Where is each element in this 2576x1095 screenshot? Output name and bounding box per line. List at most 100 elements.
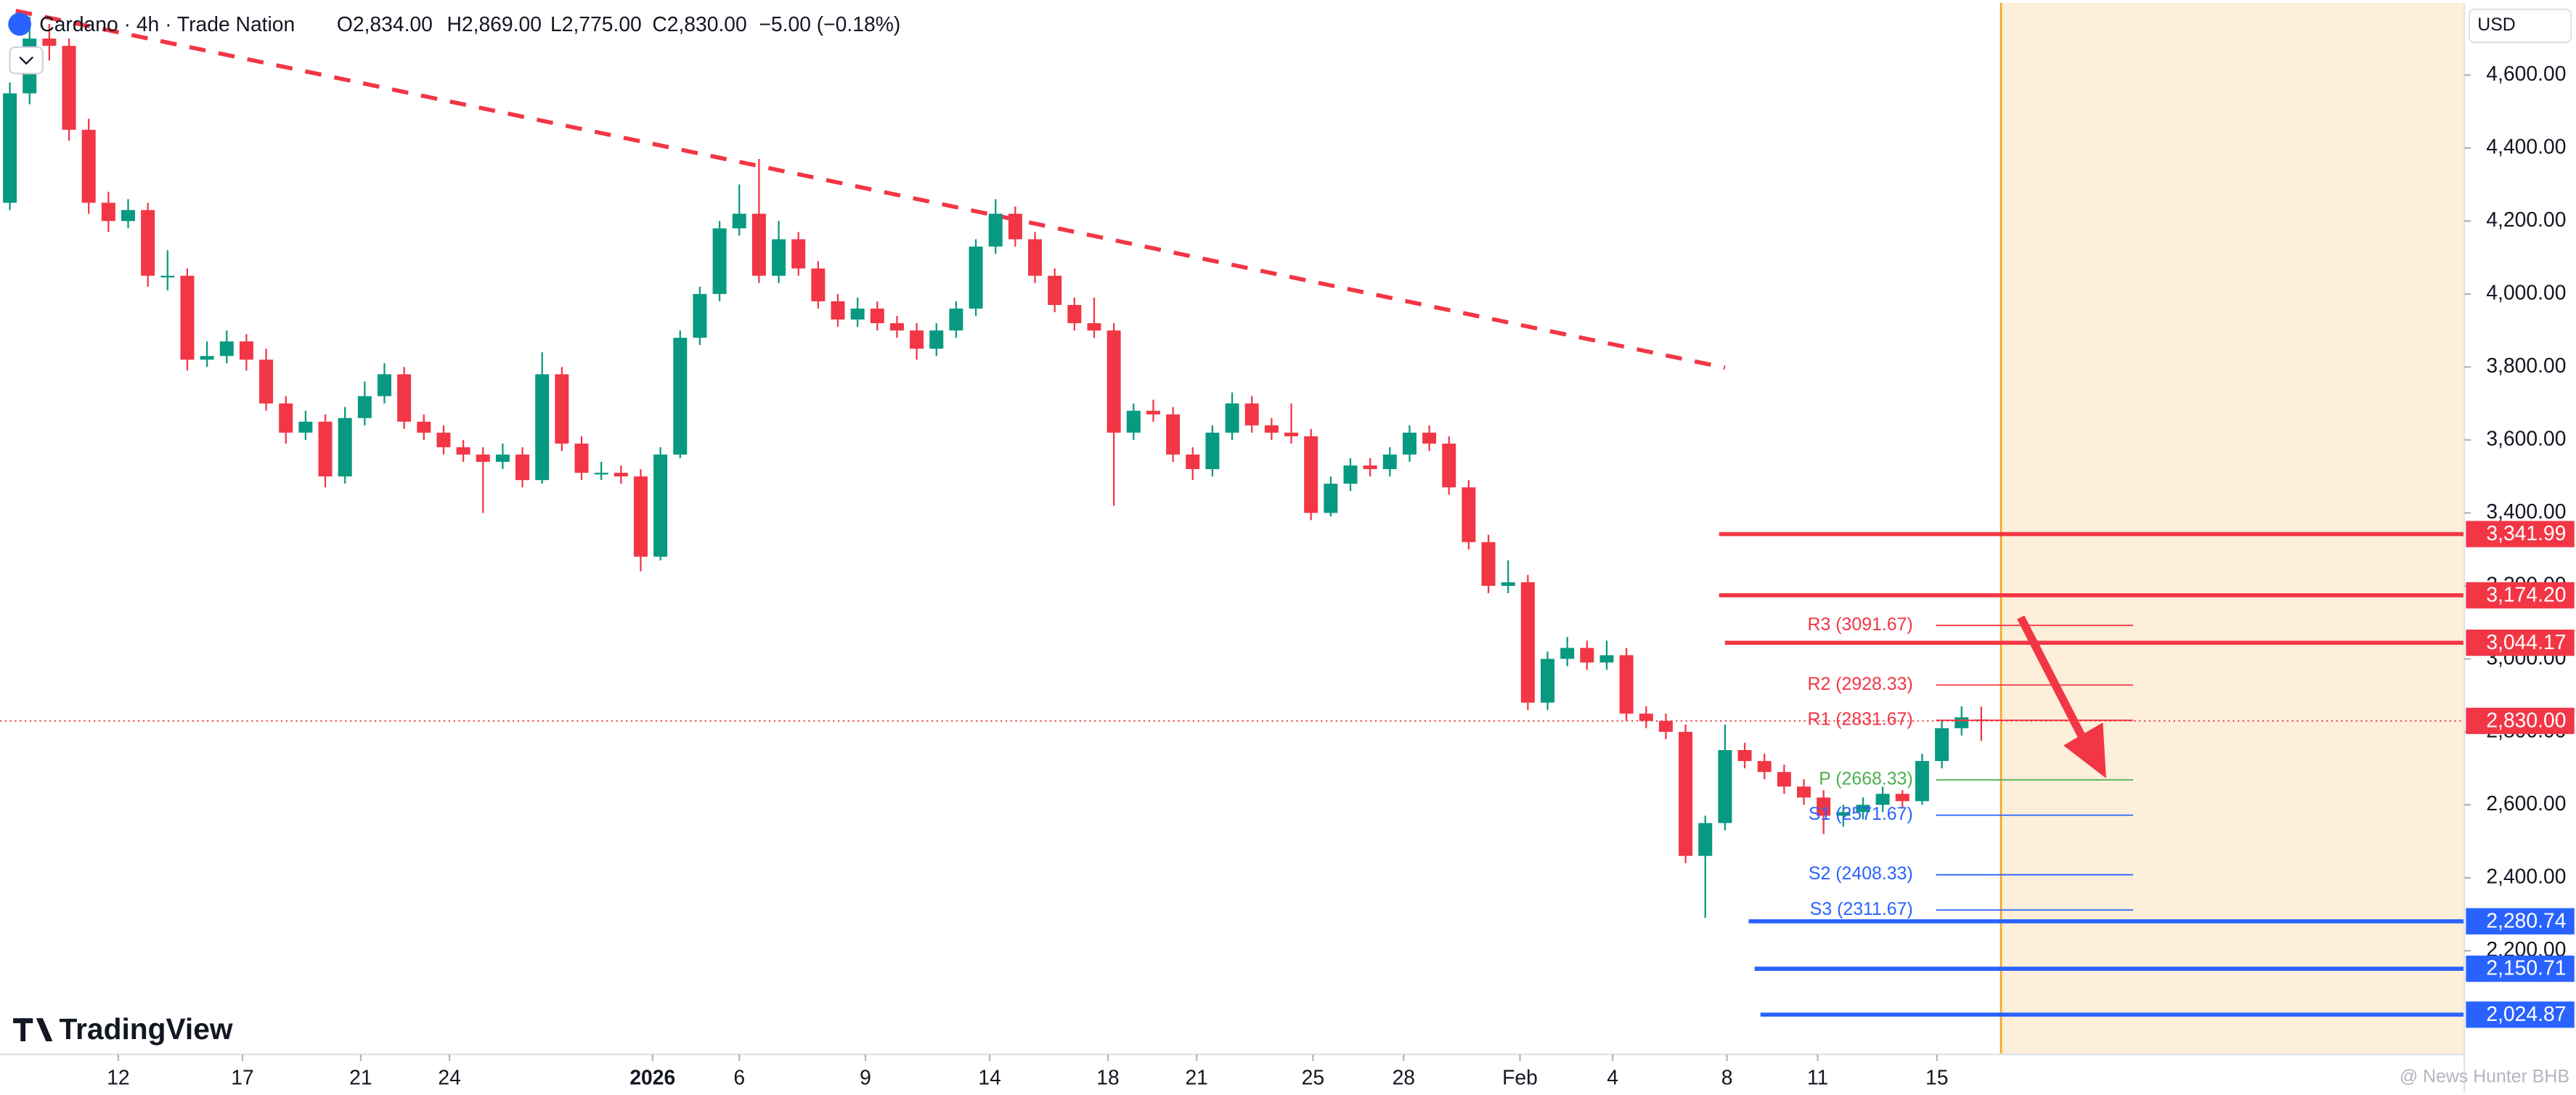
candle-body: [1244, 403, 1259, 426]
x-tick-label: 28: [1393, 1065, 1415, 1088]
candle-body: [1304, 436, 1318, 513]
x-tick-label: 6: [733, 1065, 745, 1088]
candle-body: [712, 228, 727, 294]
x-tick-label: 15: [1925, 1065, 1948, 1088]
candle-body: [121, 210, 135, 221]
collapse-button[interactable]: [9, 46, 44, 75]
currency-box[interactable]: [2468, 8, 2572, 44]
y-tick-label: 3,600.00: [2486, 426, 2566, 449]
price-tag: [2466, 707, 2575, 734]
candle-body: [732, 213, 746, 229]
y-tick-label: 4,200.00: [2486, 208, 2566, 231]
candle-body: [495, 454, 510, 463]
candle-body: [1777, 772, 1791, 787]
candle-body: [338, 418, 352, 477]
time-axis: [0, 1054, 2465, 1093]
candle-body: [1186, 454, 1200, 470]
candle-body: [456, 447, 470, 455]
ohlc-high: H2,869.00: [447, 12, 541, 36]
price-tag-label: 2,150.71: [2486, 956, 2566, 980]
x-tick-label: 25: [1302, 1065, 1324, 1088]
candle-body: [535, 374, 550, 481]
ohlc-open: O2,834.00: [337, 12, 433, 36]
pivot-label: S3 (2311.67): [1810, 899, 1913, 919]
candle-body: [594, 473, 608, 475]
x-tick-label: 17: [231, 1065, 253, 1088]
arrow-head: [2063, 722, 2106, 778]
candle-body: [279, 403, 293, 433]
x-tick-label: 11: [1807, 1065, 1828, 1088]
candle-body: [298, 421, 313, 433]
candle-body: [1008, 213, 1022, 240]
candle-body: [910, 330, 924, 349]
axes: 4,600.00 4,400.00 4,200.00 4,000.00 3,800.00…: [107, 62, 2575, 1088]
symbol: Cardano · 4h · Trade Nation: [39, 12, 295, 36]
currency: USD: [2477, 15, 2516, 35]
candle-body: [1146, 410, 1160, 415]
candle-body: [81, 129, 96, 203]
x-tick-label: 14: [978, 1065, 1000, 1088]
candle-body: [988, 213, 1003, 247]
candle-body: [1402, 432, 1417, 455]
candle-body: [929, 330, 944, 349]
price-tag-label: 3,174.20: [2486, 582, 2566, 606]
y-tick-label: 4,400.00: [2486, 134, 2566, 158]
candle-body: [1481, 542, 1496, 586]
candle-body: [811, 268, 826, 301]
candle-body: [1836, 812, 1851, 816]
candle-body: [574, 443, 589, 473]
pivot-label: R2 (2928.33): [1808, 674, 1913, 694]
candle-body: [1915, 761, 1929, 802]
candle-body: [1067, 304, 1082, 324]
candle-body: [1560, 648, 1575, 659]
candle-body: [1580, 648, 1594, 663]
arrow-shaft: [2017, 615, 2087, 741]
candle-body: [1698, 823, 1713, 856]
candle-body: [180, 275, 195, 360]
candle-body: [318, 421, 333, 477]
candle-body: [1264, 425, 1279, 433]
x-tick-label: Feb: [1502, 1065, 1538, 1088]
candle-body: [1343, 465, 1358, 484]
candle-body: [42, 38, 57, 46]
candle-body: [1679, 731, 1693, 856]
candle-body: [1048, 275, 1062, 305]
pivot-label: S2 (2408.33): [1809, 863, 1913, 884]
candle-body: [969, 246, 983, 309]
candle-body: [1619, 655, 1634, 714]
trendline: [15, 9, 1726, 370]
candle-body: [357, 396, 372, 418]
price-tag-label: 3,341.99: [2486, 521, 2566, 545]
candle-body: [1935, 728, 1949, 762]
ohlc-close: C2,830.00: [652, 12, 746, 36]
candle-body: [1166, 414, 1181, 455]
candle-body: [1875, 794, 1890, 805]
price-tag-label: 2,024.87: [2486, 1002, 2566, 1025]
pivot-label: R1 (2831.67): [1808, 709, 1913, 730]
candle-body: [693, 293, 707, 338]
candle-body: [377, 374, 391, 396]
y-tick-label: 2,600.00: [2486, 791, 2566, 815]
price-tag: [2466, 1001, 2575, 1028]
plot: R3 (3091.67) R2 (2928.33) R1 (2831.67) P (2…: [0, 9, 2465, 1017]
candle-body: [1106, 330, 1121, 433]
candle-body: [62, 46, 76, 130]
pivot-label: P (2668.33): [1819, 769, 1913, 789]
candle-body: [1658, 720, 1673, 732]
x-tick-label: 21: [1185, 1065, 1207, 1088]
candle-body: [141, 210, 155, 276]
candle-body: [1757, 761, 1772, 773]
candle-body: [870, 308, 884, 324]
future-zone: [2001, 2, 2465, 1055]
candle-body: [751, 213, 766, 276]
y-tick-label: 2,400.00: [2486, 864, 2566, 887]
candle-body: [1225, 403, 1239, 433]
candle-body: [436, 432, 451, 447]
x-tick-label: 18: [1096, 1065, 1119, 1088]
candle-body: [1501, 582, 1515, 586]
x-tick-label: 9: [860, 1065, 871, 1088]
x-tick-label: 24: [438, 1065, 460, 1088]
candle-body: [791, 239, 806, 269]
